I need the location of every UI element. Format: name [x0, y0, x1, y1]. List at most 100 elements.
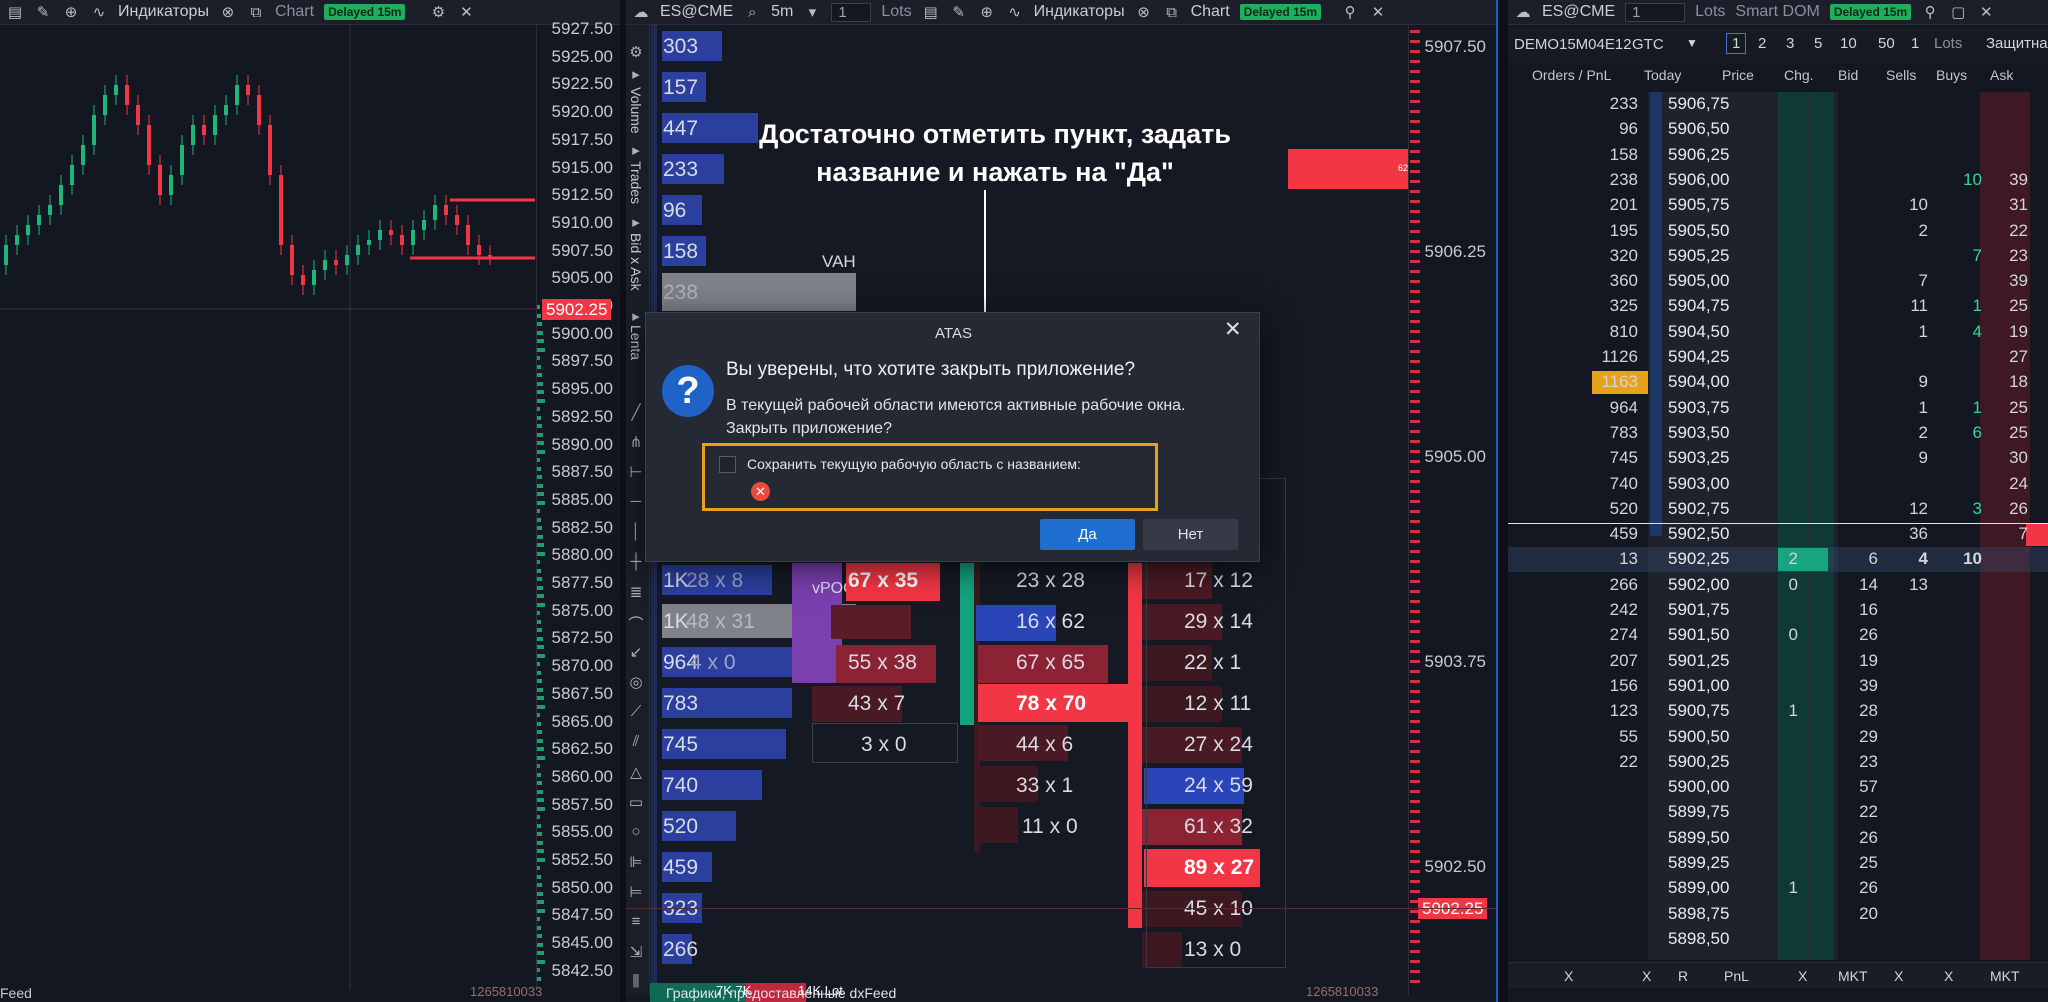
draw-pencil-icon[interactable]: ✎	[952, 4, 965, 21]
qty-input[interactable]: 1	[1625, 2, 1686, 22]
window-icon[interactable]: ▢	[1951, 4, 1966, 21]
yes-button[interactable]: Да	[1040, 519, 1135, 550]
crosshair-icon[interactable]: ⊗	[1137, 4, 1150, 21]
dom-row[interactable]: 1126 5904,25 27	[1508, 345, 2048, 370]
no-button[interactable]: Нет	[1143, 519, 1238, 550]
rectangle-icon[interactable]: ▭	[628, 794, 644, 811]
chevron-down-icon[interactable]: ▼	[1686, 36, 1698, 50]
qty-preset[interactable]: 50	[1878, 35, 1895, 52]
arrow-right-icon[interactable]: ▸	[632, 142, 640, 159]
market-sell-button[interactable]: MKT	[1838, 968, 1868, 984]
save-workspace-checkbox[interactable]	[719, 456, 736, 473]
pin-icon[interactable]: ⚲	[1924, 4, 1936, 21]
dom-row[interactable]: 158 5906,25	[1508, 143, 2048, 168]
draw-pencil-icon[interactable]: ✎	[36, 4, 50, 21]
hline-icon[interactable]: ─	[630, 493, 642, 510]
protection-button[interactable]: Защитна	[1986, 35, 2048, 52]
indicators-icon[interactable]: ∿	[1008, 4, 1021, 21]
close-icon[interactable]: ✕	[460, 4, 473, 21]
qty-preset[interactable]: 1	[1911, 35, 1920, 52]
dom-row[interactable]: 123 5900,75 1 28	[1508, 699, 2048, 724]
cancel-bids-button[interactable]: X	[1798, 968, 1808, 984]
cancel-sells-button[interactable]: X	[1894, 968, 1904, 984]
line-tool-icon[interactable]: ╱	[631, 404, 641, 421]
dom-row[interactable]: 5899,50 26	[1508, 826, 2048, 851]
gear-icon[interactable]: ⚙	[431, 4, 446, 21]
dom-row[interactable]: 964 5903,75 1 1 25	[1508, 396, 2048, 421]
qty-preset[interactable]: 1	[1726, 33, 1747, 54]
arrow-right-icon[interactable]: ▸	[632, 214, 640, 231]
dom-row[interactable]: 156 5901,00 39	[1508, 674, 2048, 699]
pane-splitter[interactable]	[620, 0, 626, 1002]
dom-row[interactable]: 320 5905,25 7 23	[1508, 244, 2048, 269]
ray-icon[interactable]: ⊢	[629, 464, 643, 481]
pane-splitter[interactable]	[1496, 0, 1508, 1002]
chevron-down-icon[interactable]: ▾	[808, 4, 817, 21]
candlestick-chart[interactable]	[0, 25, 535, 990]
dom-row[interactable]: 242 5901,75 16	[1508, 598, 2048, 623]
circle-icon[interactable]: ○	[631, 823, 641, 840]
close-icon[interactable]: ✕	[1224, 318, 1242, 341]
dom-row[interactable]: 201 5905,75 10 31	[1508, 193, 2048, 218]
arrow-tool-icon[interactable]: ↙	[629, 644, 643, 661]
tif-select[interactable]: GTC	[1632, 36, 1664, 53]
dom-row[interactable]: 783 5903,50 2 6 25	[1508, 421, 2048, 446]
bars-icon[interactable]: ⊫	[629, 854, 643, 871]
triangle-icon[interactable]: △	[630, 764, 642, 781]
symbol-label[interactable]: ES@CME	[1542, 3, 1616, 20]
vline-icon[interactable]: │	[631, 523, 641, 540]
levels-icon[interactable]: ⊨	[629, 884, 643, 901]
account-select[interactable]: DEMO15M04E12	[1514, 36, 1632, 53]
dom-row[interactable]: 5899,00 1 26	[1508, 876, 2048, 901]
arrow-right-icon[interactable]: ▸	[632, 308, 640, 325]
dom-row[interactable]: 13 5902,25 2 6 4 10	[1508, 547, 2048, 573]
dom-row[interactable]: 207 5901,25 19	[1508, 649, 2048, 674]
close-icon[interactable]: ✕	[1371, 4, 1385, 21]
dom-row[interactable]: 1163 5904,00 9 18	[1508, 370, 2048, 395]
dom-ladder[interactable]: 233 5906,75 96 5906,50 158 5906,25 238 5906,00 1…	[1508, 92, 2048, 960]
dom-row[interactable]: 5899,25 25	[1508, 851, 2048, 876]
cancel-buys-button[interactable]: X	[1944, 968, 1954, 984]
dom-row[interactable]: 55 5900,50 29	[1508, 725, 2048, 750]
pitchfork-icon[interactable]: ⋔	[629, 434, 643, 451]
gear-icon[interactable]: ⚙	[629, 44, 643, 61]
window-icon[interactable]: ⧉	[250, 3, 262, 21]
timeframe-select[interactable]: 5m	[771, 3, 794, 20]
indicators-button[interactable]: Индикаторы	[1033, 3, 1125, 20]
crosshair-icon[interactable]: ⊗	[221, 4, 235, 21]
dom-row[interactable]: 459 5902,50 36 7	[1508, 522, 2048, 547]
dom-row[interactable]: 96 5906,50	[1508, 117, 2048, 142]
dom-row[interactable]: 5899,75 22	[1508, 800, 2048, 825]
list-icon[interactable]: ≣	[629, 584, 643, 601]
cancel-all-button[interactable]: X	[1564, 968, 1574, 984]
tab-volume[interactable]: Volume	[628, 87, 644, 134]
pin-icon[interactable]: ⚲	[1344, 4, 1356, 21]
dom-row[interactable]: 325 5904,75 11 1 25	[1508, 294, 2048, 319]
symbol-label[interactable]: ES@CME	[660, 3, 734, 20]
zoom-icon[interactable]: ⊕	[980, 4, 993, 21]
tab-lenta[interactable]: Lenta	[628, 325, 644, 361]
dom-row[interactable]: 5898,50	[1508, 927, 2048, 952]
arrow-right-icon[interactable]: ▸	[632, 66, 640, 83]
curve-icon[interactable]: ⌒	[628, 616, 644, 633]
cancel-button[interactable]: X	[1642, 968, 1652, 984]
dom-row[interactable]: 266 5902,00 0 14 13	[1508, 573, 2048, 598]
tab-bid-ask[interactable]: Bid x Ask	[628, 233, 644, 291]
dom-row[interactable]: 740 5903,00 24	[1508, 472, 2048, 497]
dom-row[interactable]: 233 5906,75	[1508, 92, 2048, 117]
dom-row[interactable]: 195 5905,50 2 22	[1508, 219, 2048, 244]
dom-row[interactable]: 810 5904,50 1 4 19	[1508, 320, 2048, 345]
close-icon[interactable]: ✕	[1979, 4, 1993, 21]
layout-icon[interactable]: ▤	[923, 4, 938, 21]
qty-input[interactable]: 1	[831, 2, 872, 22]
qty-preset[interactable]: 3	[1786, 35, 1795, 52]
window-icon[interactable]: ⧉	[1166, 3, 1177, 21]
indicators-icon[interactable]: ∿	[92, 4, 106, 21]
dom-row[interactable]: 5898,75 20	[1508, 902, 2048, 927]
qty-preset[interactable]: 10	[1840, 35, 1857, 52]
market-buy-button[interactable]: MKT	[1990, 968, 2020, 984]
measure-icon[interactable]: ⇲	[629, 944, 643, 961]
qty-preset[interactable]: 5	[1814, 35, 1823, 52]
tab-trades[interactable]: Trades	[628, 161, 644, 205]
cross-tool-icon[interactable]: ┼	[630, 553, 642, 570]
